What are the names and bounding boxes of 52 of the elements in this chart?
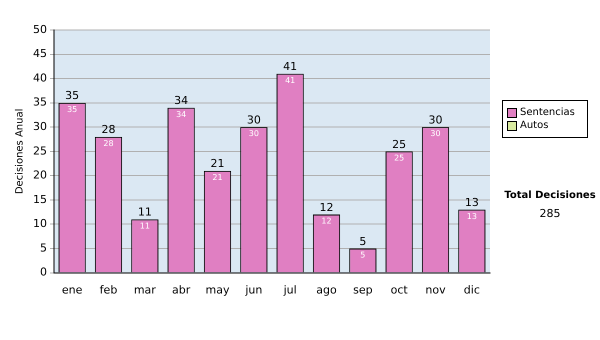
data-label: 13	[466, 212, 477, 221]
x-tick-label: jun	[244, 283, 262, 296]
y-tick-label: 50	[32, 22, 47, 36]
y-tick-label: 15	[32, 192, 47, 206]
y-tick-label: 35	[32, 96, 47, 109]
y-axis-title: Decisiones Anual	[14, 108, 26, 194]
x-tick-label: dic	[464, 283, 480, 296]
y-tick-label: 25	[32, 144, 47, 158]
total-label: 30	[246, 113, 261, 126]
data-label: 25	[394, 153, 404, 162]
x-tick-label: ene	[62, 283, 83, 296]
x-tick-label: feb	[100, 283, 118, 296]
y-tick-label: 45	[32, 47, 47, 60]
text: Total Decisiones	[503, 190, 597, 201]
total-label: 28	[101, 123, 116, 136]
x-tick-label: nov	[425, 283, 446, 296]
x-tick-label: ago	[316, 283, 337, 296]
y-tick-label: 5	[40, 241, 47, 254]
data-label: 28	[103, 138, 114, 148]
x-tick-label: mar	[134, 283, 156, 296]
legend-label: Sentencias	[520, 106, 575, 119]
legend-label: Autos	[520, 119, 548, 132]
total-label: 13	[464, 196, 479, 210]
data-label: 41	[285, 76, 296, 85]
data-label: 35	[67, 104, 78, 114]
data-label: 12	[321, 216, 332, 226]
data-label: 5	[360, 250, 366, 260]
total-label: 25	[392, 138, 406, 151]
text: 285	[538, 207, 562, 220]
x-tick-label: sep	[353, 283, 373, 296]
x-tick-label: jul	[282, 283, 297, 296]
y-tick-label: 10	[32, 217, 47, 230]
x-tick-label: abr	[172, 283, 191, 296]
data-label: 11	[140, 221, 150, 230]
data-label: 30	[248, 129, 259, 138]
y-tick-label: 30	[32, 120, 47, 133]
data-label: 34	[176, 110, 186, 119]
total-label: 5	[359, 234, 366, 248]
total-label: 35	[65, 89, 80, 102]
total-label: 11	[138, 206, 152, 219]
total-label: 30	[428, 113, 442, 126]
data-label: 30	[430, 129, 441, 138]
x-tick-label: may	[206, 283, 230, 296]
x-tick-label: oct	[390, 283, 408, 296]
total-label: 34	[174, 94, 188, 108]
total-label: 41	[283, 60, 298, 74]
data-label: 21	[212, 172, 223, 182]
y-tick-label: 20	[32, 168, 47, 182]
y-tick-label: 40	[32, 71, 47, 84]
total-label: 21	[210, 157, 224, 170]
y-tick-label: 0	[40, 266, 47, 279]
total-label: 12	[320, 200, 334, 214]
